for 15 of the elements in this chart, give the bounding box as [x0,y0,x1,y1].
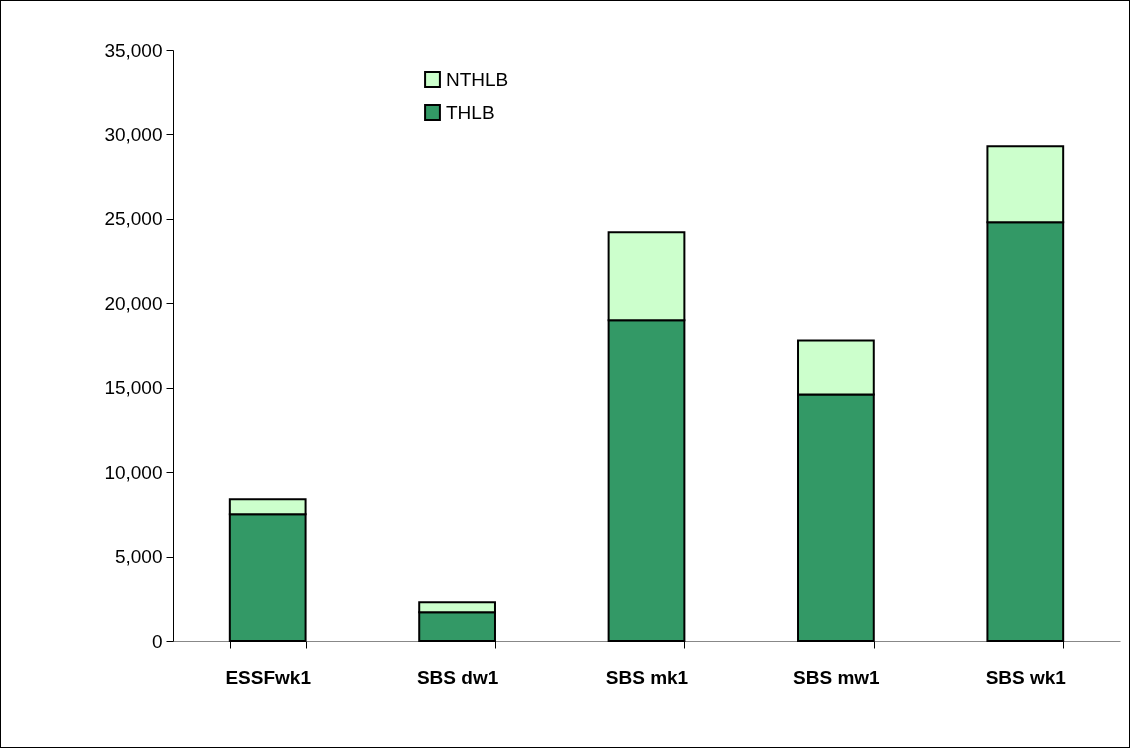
x-tick-label: SBS dw1 [416,666,499,688]
x-tick-label: SBS mw1 [793,666,881,688]
y-tick-label: 10,000 [104,461,163,483]
y-tick-label: 5,000 [114,546,163,568]
y-tick-label: 30,000 [104,123,163,145]
y-tick-label: 20,000 [104,292,163,314]
y-tick-label: 25,000 [104,208,163,230]
legend-label: THLB [446,101,495,123]
legend-label: NTHLB [446,68,509,90]
y-tick-label: 35,000 [104,39,163,61]
y-tick-label: 0 [151,630,163,652]
x-tick-label: SBS wk1 [985,666,1067,688]
x-tick-label: ESSFwk1 [225,666,312,688]
y-tick-label: 15,000 [104,377,163,399]
x-tick-label: SBS mk1 [605,666,689,688]
